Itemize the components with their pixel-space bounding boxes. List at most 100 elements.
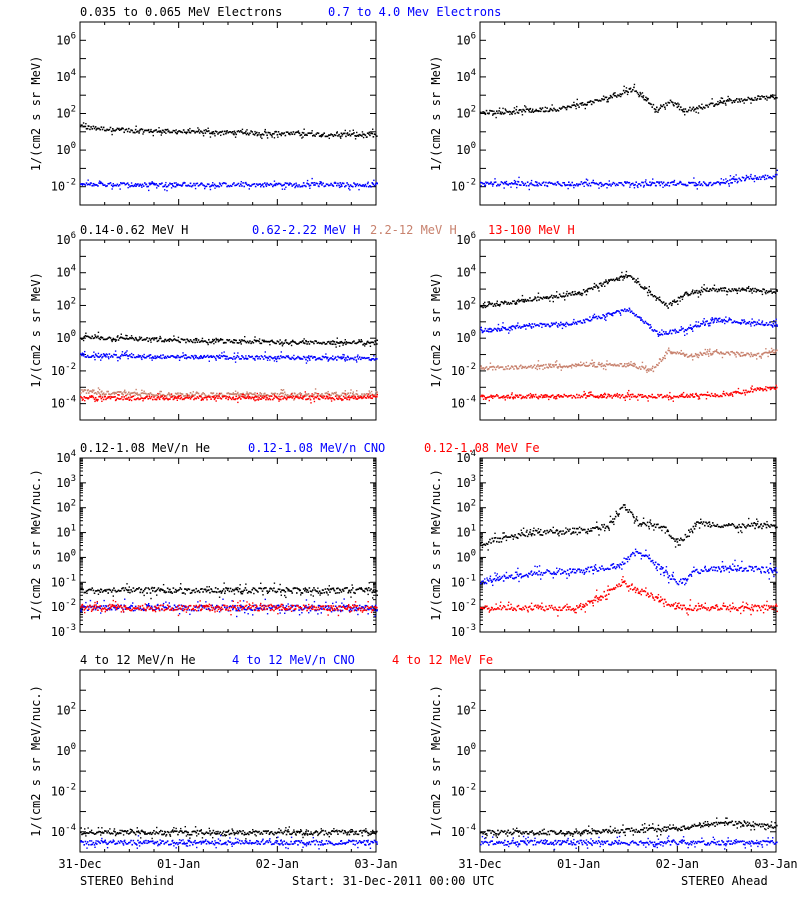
data-point [549, 325, 552, 328]
data-point [344, 341, 346, 344]
data-point [97, 387, 100, 389]
data-point [708, 182, 711, 184]
data-point [758, 323, 761, 325]
data-point [300, 358, 303, 360]
data-point [205, 355, 208, 358]
data-point [202, 356, 204, 359]
data-point [129, 398, 131, 401]
data-point [86, 389, 89, 392]
data-point [136, 393, 138, 396]
data-point [93, 183, 96, 186]
data-point [676, 103, 678, 106]
data-point [761, 388, 764, 390]
data-point [154, 337, 156, 339]
data-point [154, 355, 156, 357]
data-point [133, 391, 136, 394]
data-point [571, 363, 574, 366]
data-point [309, 359, 311, 361]
data-point [252, 587, 255, 589]
data-point [736, 178, 738, 181]
data-point [522, 300, 524, 303]
data-point [315, 182, 318, 185]
data-point [711, 353, 713, 356]
data-point [344, 390, 346, 392]
data-point [582, 362, 585, 365]
data-point [209, 132, 211, 135]
data-point [98, 182, 100, 184]
data-point [366, 136, 368, 138]
data-point [757, 352, 760, 355]
data-point [205, 341, 208, 343]
data-point [130, 337, 132, 340]
data-point [360, 184, 362, 187]
data-point [579, 293, 582, 296]
data-point [306, 394, 308, 396]
data-point [212, 182, 214, 184]
data-point [354, 183, 356, 186]
data-point [741, 287, 744, 290]
data-point [673, 299, 676, 301]
data-point [242, 590, 244, 593]
data-point [640, 319, 642, 321]
data-point [284, 188, 286, 190]
data-point [165, 132, 167, 135]
data-point [293, 354, 295, 357]
data-point [490, 303, 492, 306]
data-point [301, 137, 303, 139]
data-point [144, 397, 146, 400]
data-point [553, 322, 555, 325]
data-point [153, 338, 155, 341]
data-point [101, 357, 103, 359]
data-point [304, 184, 306, 187]
data-point [697, 107, 699, 110]
data-point [497, 112, 499, 115]
data-point [376, 339, 378, 341]
data-point [640, 285, 642, 288]
data-point [336, 397, 338, 400]
data-point [113, 353, 115, 356]
data-point [557, 181, 559, 183]
data-point [340, 185, 342, 188]
data-point [169, 588, 171, 591]
data-point [589, 287, 592, 290]
data-point [228, 339, 231, 341]
data-point [645, 365, 647, 367]
data-point [369, 358, 371, 361]
data-point [683, 110, 686, 113]
data-point [735, 356, 737, 358]
data-point [653, 329, 656, 331]
data-point [644, 366, 647, 369]
data-point [705, 183, 707, 186]
data-point [164, 590, 166, 592]
data-point [116, 127, 119, 130]
data-point [766, 174, 769, 177]
data-point [704, 323, 706, 325]
data-point [569, 184, 571, 187]
data-point [666, 184, 668, 187]
data-point [601, 98, 603, 100]
data-point [333, 392, 336, 394]
data-point [587, 184, 590, 187]
data-point [84, 389, 87, 391]
data-point [665, 331, 667, 333]
data-point [366, 340, 369, 343]
data-point [228, 185, 231, 188]
data-point [312, 182, 314, 184]
data-point [621, 92, 624, 95]
data-point [694, 181, 696, 184]
data-point [326, 395, 329, 398]
data-point [210, 341, 212, 344]
data-point [651, 293, 654, 296]
data-point [181, 185, 183, 187]
panel-title-1-3: 13-100 MeV H [488, 223, 575, 237]
data-point [544, 184, 546, 187]
data-point [515, 365, 518, 368]
data-point [101, 591, 104, 593]
data-point [643, 367, 646, 370]
data-point [177, 395, 179, 398]
data-point [212, 591, 215, 593]
data-point [93, 389, 95, 391]
data-point [128, 589, 130, 591]
data-point [607, 281, 609, 284]
panel-title-3-1: 4 to 12 MeV/n CNO [232, 653, 355, 667]
